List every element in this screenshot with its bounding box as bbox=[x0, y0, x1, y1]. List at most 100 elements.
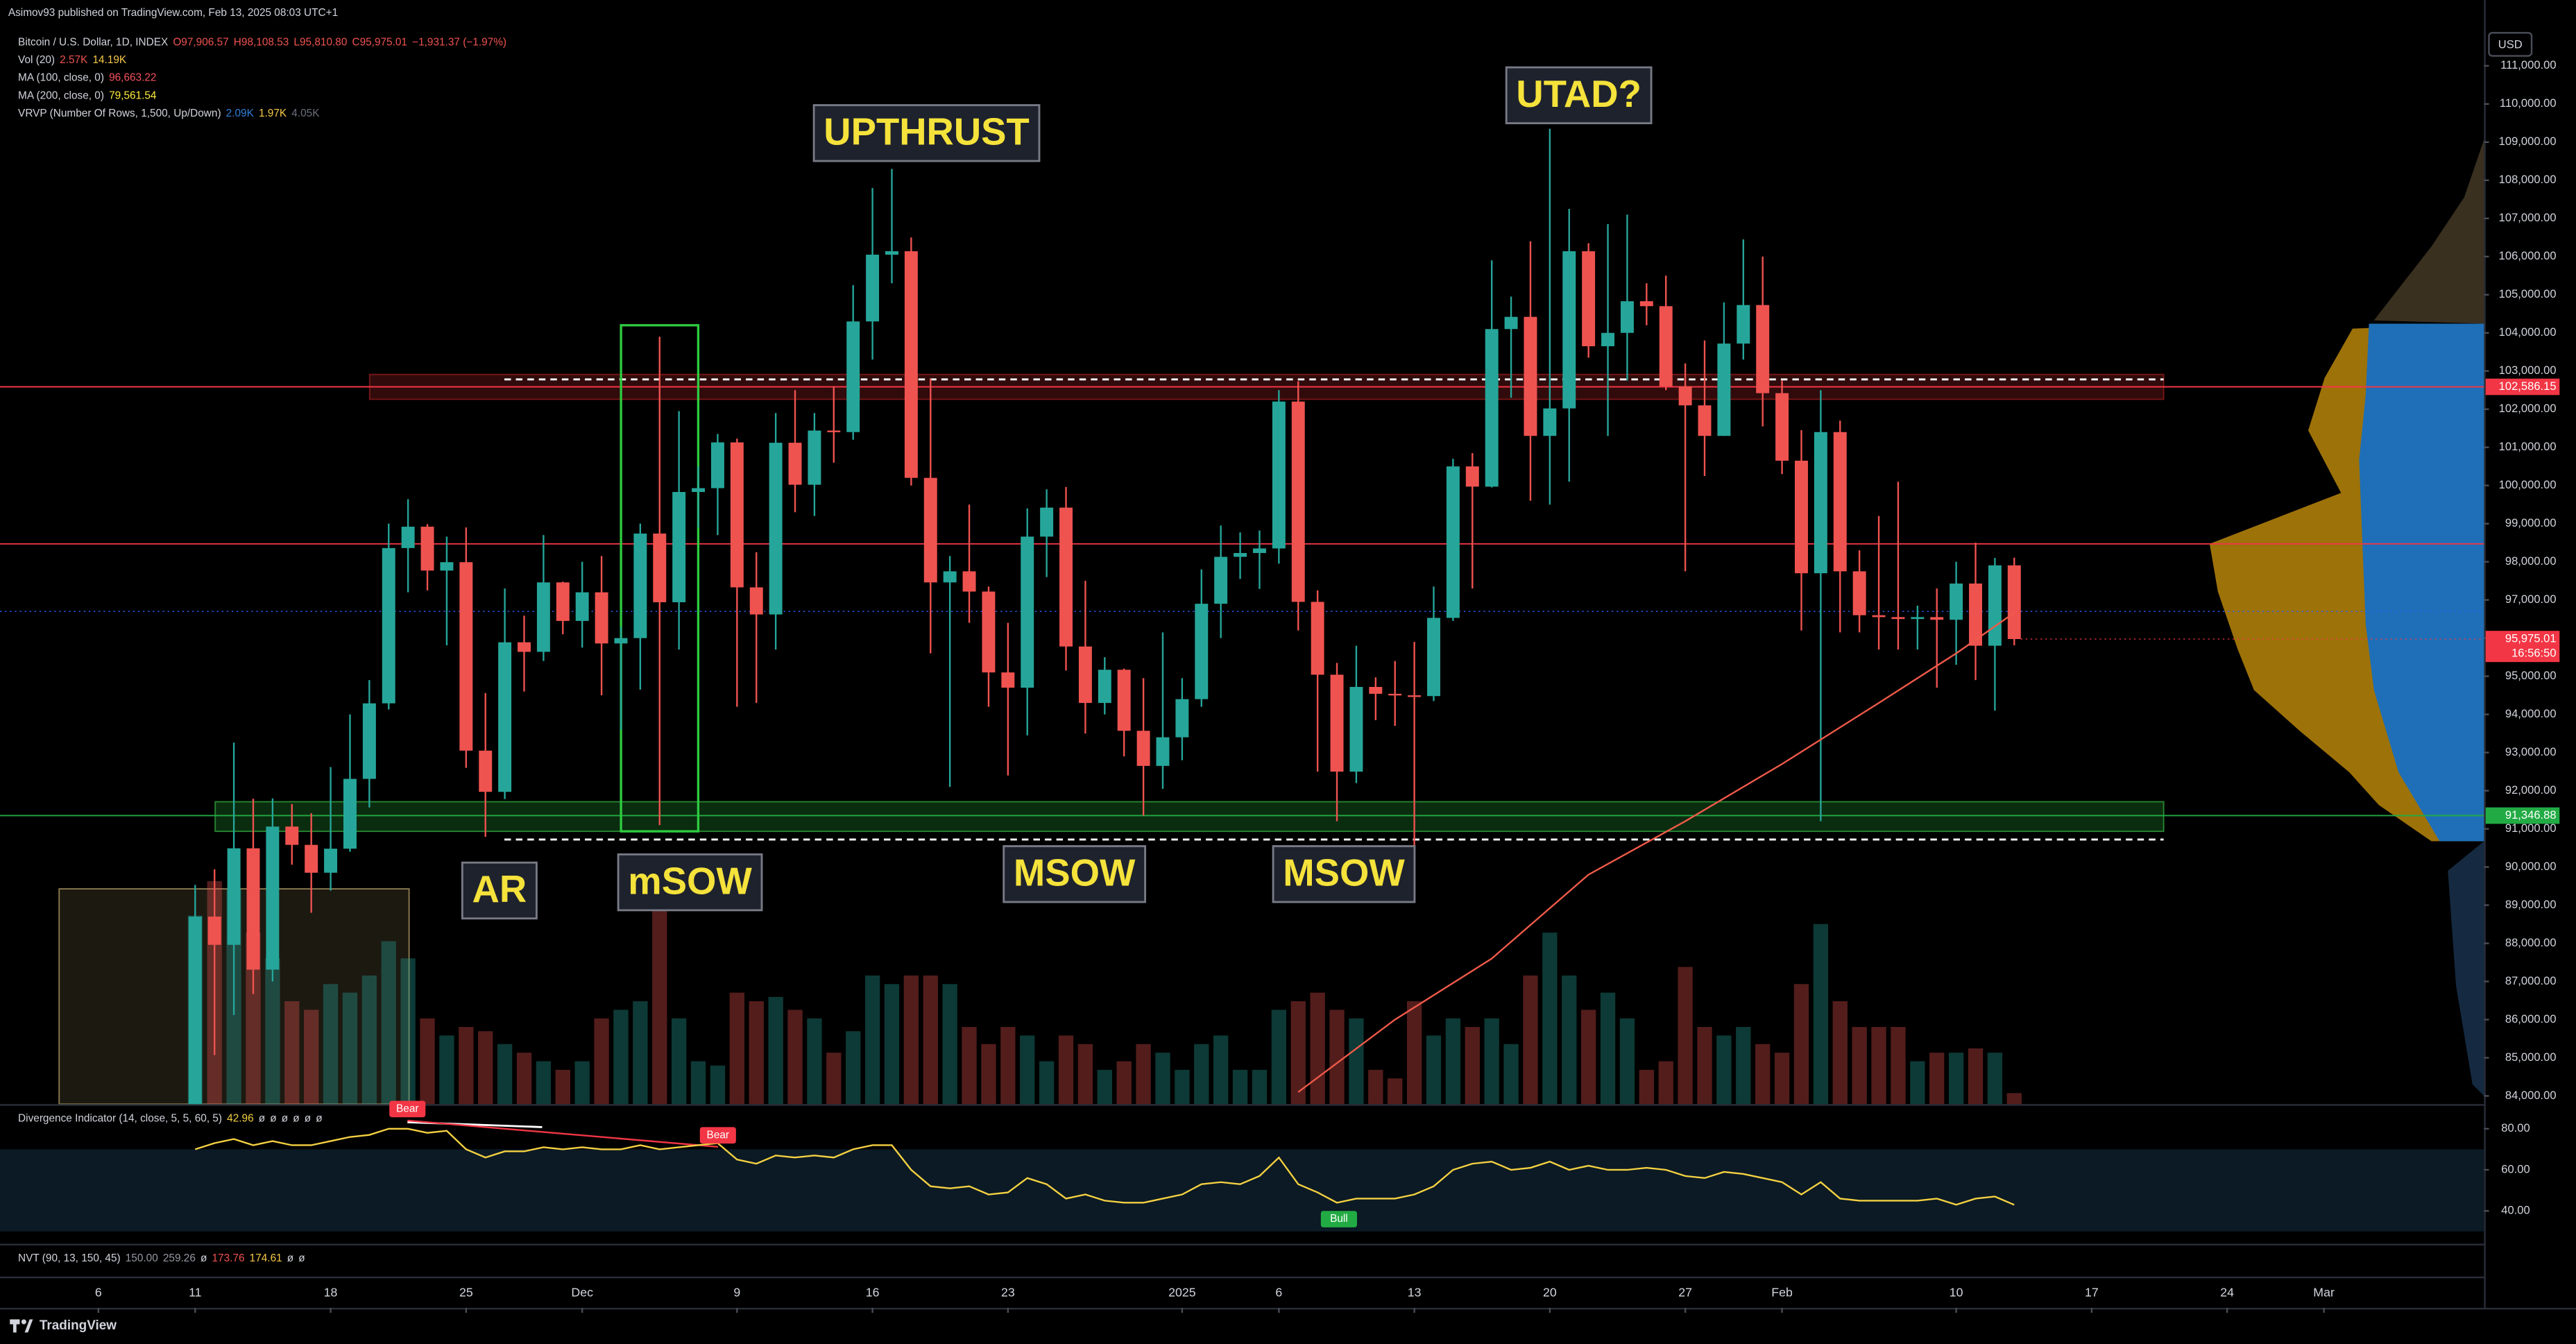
candle-body bbox=[595, 592, 608, 644]
candle-body bbox=[1408, 695, 1422, 697]
currency-box[interactable] bbox=[2488, 32, 2533, 57]
candle-body bbox=[1446, 466, 1460, 618]
profile-dim-bottom bbox=[2448, 841, 2484, 1096]
candle-body bbox=[982, 591, 996, 673]
y-tick-label: 98,000.00 bbox=[2505, 554, 2557, 568]
legend-item: −1,931.37 (−1.97%) bbox=[412, 37, 506, 49]
volume-bar bbox=[1678, 967, 1693, 1105]
candle-body bbox=[343, 779, 357, 849]
candle-body bbox=[188, 917, 202, 1105]
candle-body bbox=[962, 571, 976, 592]
legend-item: ø bbox=[287, 1252, 294, 1264]
y-tick-label: 87,000.00 bbox=[2505, 974, 2557, 987]
osc-band bbox=[0, 1149, 2484, 1232]
y-tick-label: 99,000.00 bbox=[2505, 516, 2557, 529]
volume-bar bbox=[749, 1001, 764, 1105]
legend-item: H98,108.53 bbox=[234, 37, 289, 49]
candle-body bbox=[1021, 536, 1034, 688]
candle-body bbox=[710, 442, 724, 488]
price-label-bg bbox=[2485, 378, 2560, 395]
candle-body bbox=[1214, 556, 1228, 604]
last-price-label: 95,975.01 bbox=[2505, 631, 2557, 645]
candle-body bbox=[788, 443, 802, 485]
candle-body bbox=[1988, 565, 2002, 646]
annotation: UPTHRUST bbox=[812, 104, 1041, 162]
volume-bar bbox=[1716, 1035, 1732, 1105]
volume-bar bbox=[1329, 1010, 1345, 1105]
annotation-box bbox=[1272, 845, 1416, 903]
volume-bar bbox=[439, 1035, 454, 1105]
x-tick-label: 27 bbox=[1678, 1285, 1692, 1299]
volume-bar bbox=[729, 992, 744, 1105]
x-tick-label: 18 bbox=[324, 1285, 338, 1299]
signal-label: Bear bbox=[396, 1103, 418, 1114]
x-tick-label: 2025 bbox=[1168, 1285, 1196, 1299]
y-tick-label: 90,000.00 bbox=[2505, 860, 2557, 873]
volume-bar bbox=[1194, 1044, 1209, 1105]
x-tick-label: 23 bbox=[1001, 1285, 1015, 1299]
candle-body bbox=[1582, 251, 1596, 347]
osc-y-tick-label: 80.00 bbox=[2501, 1121, 2530, 1134]
volume-bar bbox=[1736, 1027, 1751, 1105]
candle-body bbox=[1272, 401, 1286, 549]
legend-line: MA (200, close, 0) 79,561.54 bbox=[18, 90, 157, 101]
legend-item: 2.57K bbox=[60, 54, 88, 66]
candle-body bbox=[653, 533, 667, 602]
y-tick-label: 89,000.00 bbox=[2505, 898, 2557, 911]
volume-bar bbox=[1077, 1044, 1093, 1105]
y-tick-label: 104,000.00 bbox=[2499, 325, 2557, 339]
volume-bar bbox=[942, 984, 957, 1105]
volume-bar bbox=[1600, 992, 1616, 1105]
legend-item: 42.96 bbox=[227, 1113, 253, 1125]
x-tick-label: Mar bbox=[2313, 1285, 2335, 1299]
volume-bar bbox=[1987, 1053, 2003, 1105]
legend-item: 1.97K bbox=[259, 108, 287, 119]
signal-bg bbox=[389, 1100, 426, 1118]
candle-body bbox=[1872, 615, 1886, 618]
annotation-box bbox=[1505, 66, 1653, 125]
ma-line bbox=[1297, 612, 2015, 1093]
candle-body bbox=[459, 562, 473, 751]
candle-body bbox=[285, 826, 299, 845]
volume-bar bbox=[1658, 1061, 1673, 1105]
candle-body bbox=[1001, 672, 1015, 688]
candle-body bbox=[808, 430, 821, 485]
legend-item: MA (100, close, 0) bbox=[18, 72, 104, 84]
volume-bar bbox=[594, 1018, 609, 1105]
volume-bar bbox=[807, 1018, 822, 1105]
volume-bar bbox=[1155, 1053, 1170, 1105]
candle-body bbox=[1795, 460, 1808, 574]
x-tick-label: 17 bbox=[2085, 1285, 2099, 1299]
annotation-box bbox=[461, 861, 538, 920]
candle-body bbox=[1930, 617, 1944, 620]
candle-body bbox=[1504, 316, 1518, 330]
annotation-box bbox=[812, 104, 1041, 162]
legend-line: Bitcoin / U.S. Dollar, 1D, INDEX O97,906.… bbox=[18, 37, 506, 49]
x-tick-label: Dec bbox=[571, 1285, 593, 1299]
candle-body bbox=[1950, 584, 1963, 620]
volume-bar bbox=[1484, 1018, 1499, 1105]
y-tick-label: 103,000.00 bbox=[2499, 364, 2557, 377]
volume-bar bbox=[1116, 1061, 1132, 1105]
candle-body bbox=[1543, 408, 1557, 436]
volume-bar bbox=[1523, 975, 1538, 1105]
candle-body bbox=[1156, 737, 1170, 766]
candle-body bbox=[1485, 329, 1499, 487]
volume-bar bbox=[1465, 1027, 1480, 1105]
candle-body bbox=[420, 527, 434, 571]
legend-item: 173.76 bbox=[212, 1252, 245, 1264]
box bbox=[620, 324, 700, 833]
volume-bar bbox=[1445, 1018, 1461, 1105]
candle-body bbox=[1717, 343, 1731, 436]
candle-body bbox=[1427, 618, 1440, 697]
candle-body bbox=[1136, 731, 1150, 766]
y-tick-label: 100,000.00 bbox=[2499, 478, 2557, 491]
logo-part bbox=[24, 1319, 33, 1333]
candle-body bbox=[575, 592, 589, 621]
candle-body bbox=[1737, 305, 1750, 344]
candle-body bbox=[518, 642, 531, 652]
candle-body bbox=[1349, 687, 1363, 772]
volume-bar bbox=[884, 984, 900, 1105]
volume-bar bbox=[1755, 1044, 1771, 1105]
